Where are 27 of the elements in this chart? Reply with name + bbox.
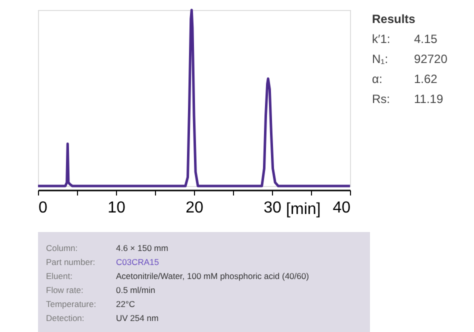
- text: 1.62: [414, 72, 438, 86]
- x-tick-label: 10: [108, 200, 126, 216]
- text: Eluent:: [46, 271, 72, 281]
- text: UV 254 nm: [116, 313, 159, 323]
- text: N₁:: [372, 52, 388, 66]
- text: Flow rate:: [46, 285, 84, 295]
- x-axis-title: [min]: [286, 201, 321, 218]
- x-tick-label: 20: [186, 200, 204, 216]
- text: 92720: [414, 52, 448, 66]
- text: C03CRA15: [116, 257, 160, 267]
- text: 4.6 × 150 mm: [116, 243, 168, 253]
- text: Part number:: [46, 257, 96, 267]
- text: Rs:: [372, 92, 390, 106]
- x-tick-label: 0: [38, 200, 48, 216]
- x-tick-label: 30: [264, 200, 282, 216]
- x-tick-label: 40: [332, 200, 351, 216]
- text: 11.19: [414, 92, 444, 106]
- text: Temperature:: [46, 299, 96, 309]
- text: Results: [372, 12, 416, 26]
- text: 22°C: [116, 299, 135, 309]
- text: Acetonitrile/Water, 100 mM phosphoric acid (40/60): [116, 271, 310, 281]
- text: k′1:: [372, 32, 390, 46]
- text: 0.5 ml/min: [116, 285, 156, 295]
- text: Column:: [46, 243, 78, 253]
- text: 4.15: [414, 32, 438, 46]
- text: Detection:: [46, 313, 84, 323]
- text: α:: [372, 72, 382, 86]
